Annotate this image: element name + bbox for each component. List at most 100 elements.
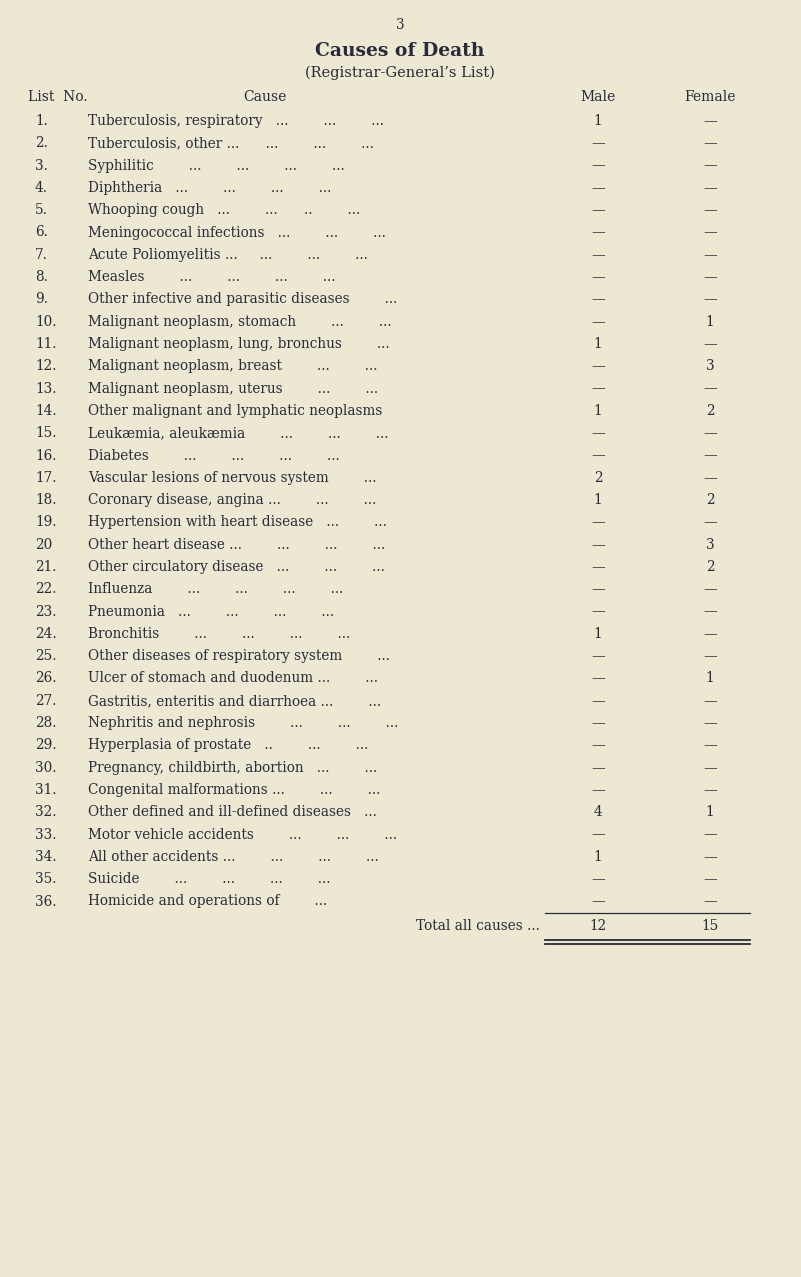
Text: 31.: 31.: [35, 783, 57, 797]
Text: 1: 1: [706, 672, 714, 686]
Text: —: —: [703, 114, 717, 128]
Text: 1: 1: [594, 337, 602, 351]
Text: Hypertension with heart disease   ...        ...: Hypertension with heart disease ... ...: [88, 516, 387, 530]
Text: 34.: 34.: [35, 850, 57, 865]
Text: Acute Poliomyelitis ...     ...        ...        ...: Acute Poliomyelitis ... ... ... ...: [88, 248, 368, 262]
Text: 3: 3: [396, 18, 405, 32]
Text: 8.: 8.: [35, 271, 48, 283]
Text: Other malignant and lymphatic neoplasms: Other malignant and lymphatic neoplasms: [88, 404, 382, 418]
Text: All other accidents ...        ...        ...        ...: All other accidents ... ... ... ...: [88, 850, 379, 865]
Text: 12: 12: [590, 919, 606, 933]
Text: 1: 1: [594, 404, 602, 418]
Text: —: —: [703, 448, 717, 462]
Text: —: —: [703, 761, 717, 775]
Text: Vascular lesions of nervous system        ...: Vascular lesions of nervous system ...: [88, 471, 376, 485]
Text: Other defined and ill-defined diseases   ...: Other defined and ill-defined diseases .…: [88, 806, 377, 820]
Text: 12.: 12.: [35, 359, 57, 373]
Text: 28.: 28.: [35, 716, 57, 730]
Text: —: —: [703, 158, 717, 172]
Text: —: —: [591, 716, 605, 730]
Text: —: —: [591, 604, 605, 618]
Text: 32.: 32.: [35, 806, 57, 820]
Text: —: —: [703, 649, 717, 663]
Text: Cause: Cause: [244, 89, 287, 103]
Text: 3.: 3.: [35, 158, 48, 172]
Text: —: —: [591, 448, 605, 462]
Text: —: —: [591, 582, 605, 596]
Text: 1: 1: [706, 806, 714, 820]
Text: —: —: [591, 783, 605, 797]
Text: Pneumonia   ...        ...        ...        ...: Pneumonia ... ... ... ...: [88, 604, 334, 618]
Text: Measles        ...        ...        ...        ...: Measles ... ... ... ...: [88, 271, 336, 283]
Text: Homicide and operations of        ...: Homicide and operations of ...: [88, 894, 328, 908]
Text: 1: 1: [594, 627, 602, 641]
Text: 18.: 18.: [35, 493, 57, 507]
Text: 13.: 13.: [35, 382, 57, 396]
Text: 15.: 15.: [35, 427, 57, 441]
Text: —: —: [703, 471, 717, 485]
Text: Hyperplasia of prostate   ..        ...        ...: Hyperplasia of prostate .. ... ...: [88, 738, 368, 752]
Text: —: —: [703, 203, 717, 217]
Text: Other circulatory disease   ...        ...        ...: Other circulatory disease ... ... ...: [88, 561, 384, 573]
Text: Congenital malformations ...        ...        ...: Congenital malformations ... ... ...: [88, 783, 380, 797]
Text: —: —: [591, 761, 605, 775]
Text: 26.: 26.: [35, 672, 57, 686]
Text: —: —: [591, 649, 605, 663]
Text: 21.: 21.: [35, 561, 57, 573]
Text: —: —: [703, 582, 717, 596]
Text: —: —: [591, 538, 605, 552]
Text: —: —: [703, 604, 717, 618]
Text: —: —: [591, 137, 605, 151]
Text: —: —: [591, 427, 605, 441]
Text: —: —: [703, 248, 717, 262]
Text: —: —: [591, 271, 605, 283]
Text: —: —: [703, 783, 717, 797]
Text: 1: 1: [594, 114, 602, 128]
Text: Female: Female: [684, 89, 736, 103]
Text: Malignant neoplasm, uterus        ...        ...: Malignant neoplasm, uterus ... ...: [88, 382, 378, 396]
Text: —: —: [591, 672, 605, 686]
Text: Suicide        ...        ...        ...        ...: Suicide ... ... ... ...: [88, 872, 331, 886]
Text: 15: 15: [702, 919, 718, 933]
Text: List  No.: List No.: [28, 89, 87, 103]
Text: 1: 1: [594, 493, 602, 507]
Text: 16.: 16.: [35, 448, 57, 462]
Text: 3: 3: [706, 538, 714, 552]
Text: Influenza        ...        ...        ...        ...: Influenza ... ... ... ...: [88, 582, 344, 596]
Text: 30.: 30.: [35, 761, 57, 775]
Text: 14.: 14.: [35, 404, 57, 418]
Text: 1: 1: [594, 850, 602, 865]
Text: 2: 2: [706, 493, 714, 507]
Text: —: —: [591, 738, 605, 752]
Text: —: —: [703, 271, 717, 283]
Text: —: —: [591, 203, 605, 217]
Text: Diabetes        ...        ...        ...        ...: Diabetes ... ... ... ...: [88, 448, 340, 462]
Text: —: —: [591, 382, 605, 396]
Text: —: —: [591, 292, 605, 306]
Text: —: —: [591, 693, 605, 707]
Text: —: —: [591, 827, 605, 842]
Text: 23.: 23.: [35, 604, 57, 618]
Text: —: —: [703, 716, 717, 730]
Text: —: —: [703, 181, 717, 195]
Text: —: —: [703, 382, 717, 396]
Text: Syphilitic        ...        ...        ...        ...: Syphilitic ... ... ... ...: [88, 158, 344, 172]
Text: —: —: [703, 693, 717, 707]
Text: Causes of Death: Causes of Death: [316, 42, 485, 60]
Text: Male: Male: [581, 89, 616, 103]
Text: 1: 1: [706, 314, 714, 328]
Text: —: —: [703, 850, 717, 865]
Text: 10.: 10.: [35, 314, 57, 328]
Text: 25.: 25.: [35, 649, 57, 663]
Text: Malignant neoplasm, stomach        ...        ...: Malignant neoplasm, stomach ... ...: [88, 314, 392, 328]
Text: —: —: [703, 137, 717, 151]
Text: —: —: [591, 359, 605, 373]
Text: Malignant neoplasm, breast        ...        ...: Malignant neoplasm, breast ... ...: [88, 359, 377, 373]
Text: —: —: [591, 872, 605, 886]
Text: —: —: [703, 738, 717, 752]
Text: Meningococcal infections   ...        ...        ...: Meningococcal infections ... ... ...: [88, 226, 386, 240]
Text: —: —: [703, 292, 717, 306]
Text: 24.: 24.: [35, 627, 57, 641]
Text: 9.: 9.: [35, 292, 48, 306]
Text: Motor vehicle accidents        ...        ...        ...: Motor vehicle accidents ... ... ...: [88, 827, 397, 842]
